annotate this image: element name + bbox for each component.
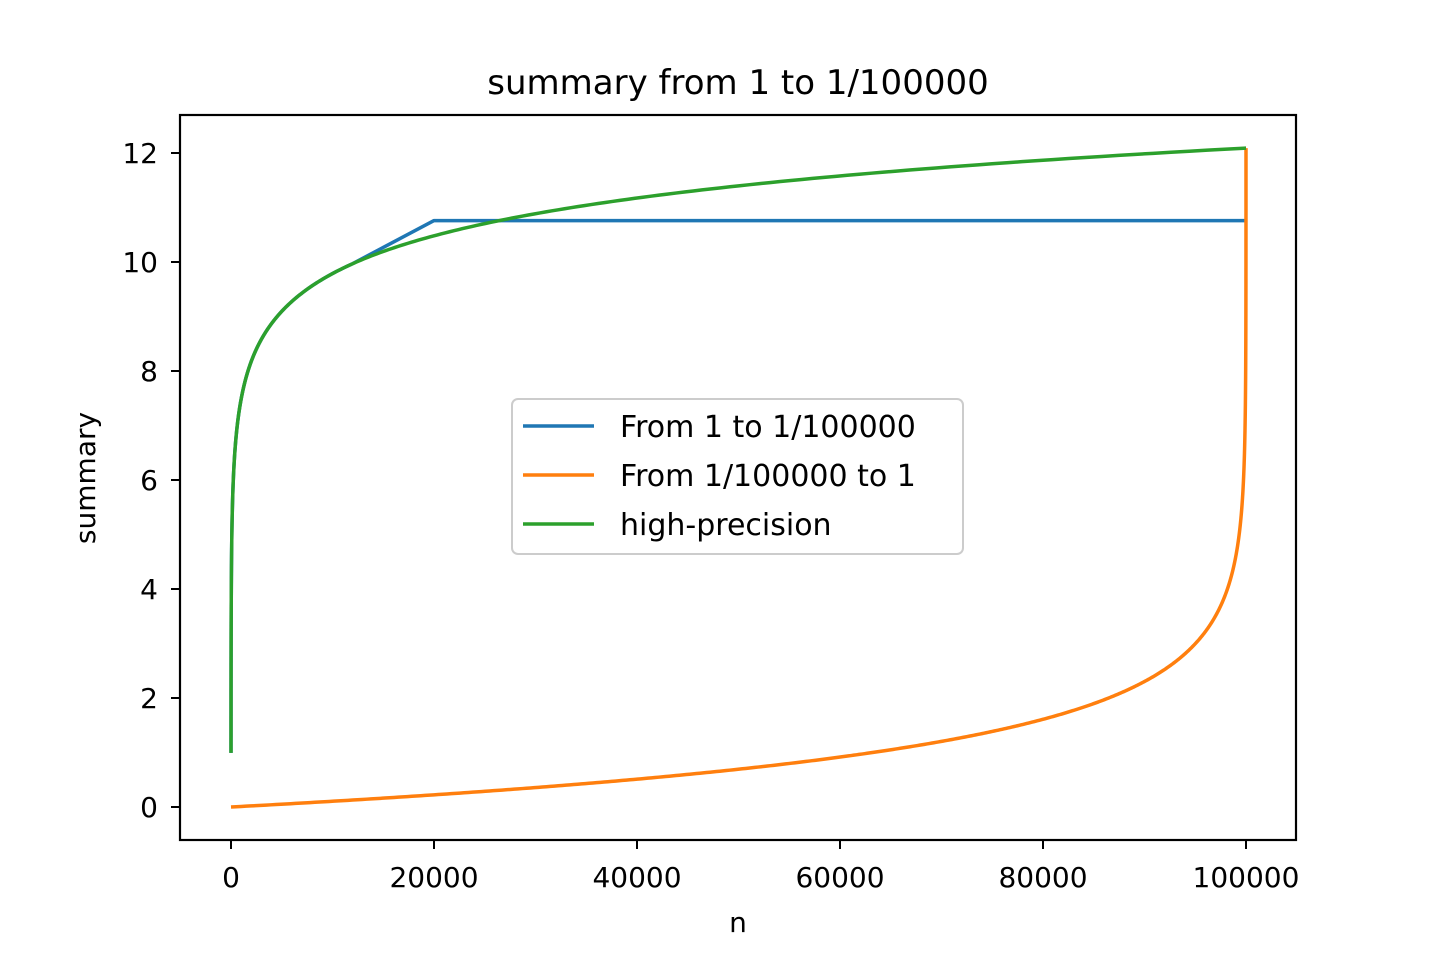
y-axis: 0 2 4 6 8 10 12 [122, 137, 180, 824]
x-tick-label: 100000 [1193, 861, 1300, 894]
y-tick-label: 4 [140, 573, 158, 606]
y-tick-label: 0 [140, 791, 158, 824]
x-axis-label: n [729, 906, 747, 939]
x-tick-label: 0 [222, 861, 240, 894]
x-tick-label: 60000 [795, 861, 884, 894]
y-tick-label: 2 [140, 682, 158, 715]
plot-frame [178, 113, 1298, 842]
y-tick-label: 8 [140, 355, 158, 388]
series-layer [229, 146, 1248, 809]
y-tick-label: 6 [140, 464, 158, 497]
y-tick-label: 10 [122, 246, 158, 279]
legend-box [511, 398, 964, 555]
x-axis: 0 20000 40000 60000 80000 100000 [222, 840, 1299, 894]
legend-label: From 1 to 1/100000 [620, 410, 916, 445]
legend-label: high-precision [620, 508, 832, 543]
x-tick-label: 40000 [592, 861, 681, 894]
series-green-line [229, 146, 1247, 754]
x-tick-label: 20000 [389, 861, 478, 894]
legend: From 1 to 1/100000 From 1/100000 to 1 hi… [511, 398, 964, 555]
x-tick-label: 80000 [998, 861, 1087, 894]
series-orange-line [230, 146, 1248, 809]
legend-label: From 1/100000 to 1 [620, 459, 916, 494]
y-tick-label: 12 [122, 137, 158, 170]
chart-title: summary from 1 to 1/100000 [487, 63, 988, 103]
y-axis-label: summary [69, 412, 102, 544]
